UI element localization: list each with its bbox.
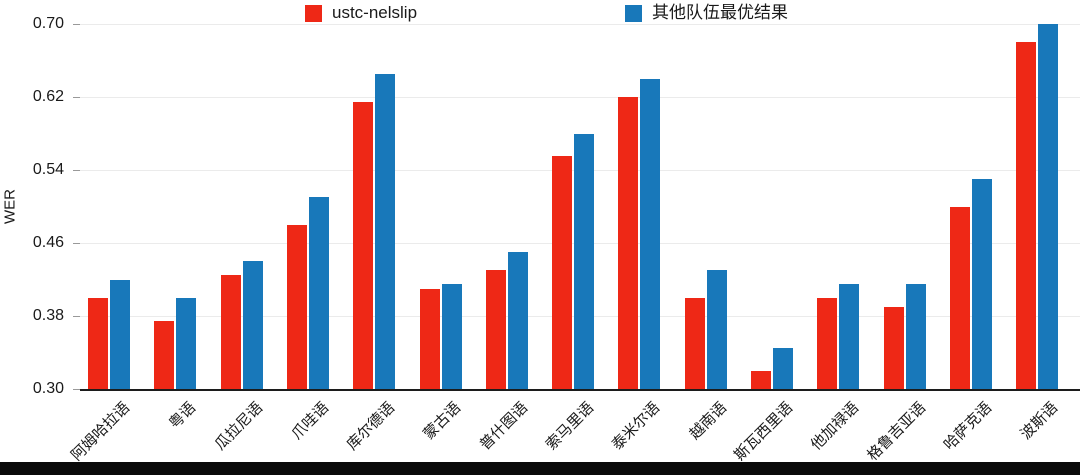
bar-other-best: [308, 197, 329, 389]
bar-other-best: [905, 284, 926, 389]
legend-swatch-blue: [625, 4, 642, 22]
bar-ustc-nelslip: [1016, 42, 1037, 389]
y-tick-label: 0.70: [32, 15, 64, 32]
x-tick-label: 斯瓦西里语: [731, 399, 797, 465]
x-tick-label: 粤语: [166, 399, 200, 433]
bar-ustc-nelslip: [684, 297, 705, 389]
bar-other-best: [507, 252, 528, 389]
bar-ustc-nelslip: [949, 206, 970, 389]
bar-other-best: [640, 78, 661, 389]
x-tick-label: 越南语: [685, 399, 730, 443]
legend-swatch-red: [305, 4, 322, 22]
bar-ustc-nelslip: [618, 97, 639, 389]
x-tick-label: 波斯语: [1017, 399, 1062, 443]
x-tick-label: 瓜拉尼语: [211, 399, 266, 454]
x-tick-label: 哈萨克语: [940, 399, 996, 454]
gridline: [80, 97, 1080, 98]
bottom-black-bar: [0, 462, 1080, 475]
bar-other-best: [375, 74, 396, 389]
bar-other-best: [971, 179, 992, 389]
bar-other-best: [110, 279, 130, 389]
bar-ustc-nelslip: [154, 320, 175, 389]
bar-ustc-nelslip: [88, 297, 108, 389]
y-tick-mark: [73, 97, 80, 98]
y-tick-label: 0.54: [32, 161, 64, 178]
x-tick-label: 阿姆哈拉语: [68, 399, 134, 465]
bar-ustc-nelslip: [485, 270, 506, 389]
bar-ustc-nelslip: [286, 224, 307, 389]
bar-other-best: [242, 261, 263, 389]
bar-ustc-nelslip: [817, 297, 838, 389]
x-tick-label: 泰米尔语: [609, 399, 664, 454]
bar-ustc-nelslip: [883, 306, 904, 389]
bar-ustc-nelslip: [419, 288, 440, 389]
bar-other-best: [839, 284, 860, 389]
x-axis-line: [80, 389, 1080, 391]
bar-ustc-nelslip: [552, 156, 573, 389]
y-axis-label: WER: [1, 189, 19, 224]
bar-other-best: [441, 284, 462, 389]
plot-area: 阿姆哈拉语 粤语 瓜拉尼语 爪哇语 库尔德语 蒙古语 普什图语 索马里语 泰米尔语 越南语 斯瓦西里…: [68, 24, 1080, 464]
gridline: [80, 24, 1080, 25]
x-tick-label: 爪哇语: [288, 399, 333, 443]
legend-item-ustc-nelslip: ustc-nelslip: [305, 3, 417, 23]
bar-other-best: [773, 347, 793, 389]
bar-ustc-nelslip: [353, 101, 374, 389]
legend-label: ustc-nelslip: [332, 3, 418, 22]
bar-other-best: [706, 270, 727, 389]
x-tick-label: 格鲁吉亚语: [863, 399, 929, 465]
y-tick-mark: [73, 24, 80, 25]
x-tick-label: 他加禄语: [807, 399, 863, 454]
bar-other-best: [176, 297, 197, 389]
legend-item-other-teams-best: 其他队伍最优结果: [625, 3, 788, 23]
y-tick-label: 0.62: [32, 88, 64, 105]
x-tick-label: 库尔德语: [343, 399, 399, 454]
y-tick-mark: [73, 389, 80, 390]
y-tick-label: 0.30: [32, 380, 64, 397]
y-tick-label: 0.38: [32, 307, 64, 324]
bar-other-best: [1038, 24, 1059, 389]
y-tick-mark: [73, 316, 80, 317]
x-tick-label: 普什图语: [476, 399, 531, 454]
bar-ustc-nelslip: [220, 274, 241, 389]
bar-other-best: [574, 133, 595, 389]
x-tick-label: 蒙古语: [420, 399, 465, 443]
y-tick-mark: [73, 170, 80, 171]
bar-ustc-nelslip: [751, 370, 771, 389]
y-tick-mark: [73, 243, 80, 244]
y-tick-label: 0.46: [32, 234, 64, 251]
legend-label: 其他队伍最优结果: [652, 3, 788, 22]
x-tick-label: 索马里语: [542, 399, 598, 454]
